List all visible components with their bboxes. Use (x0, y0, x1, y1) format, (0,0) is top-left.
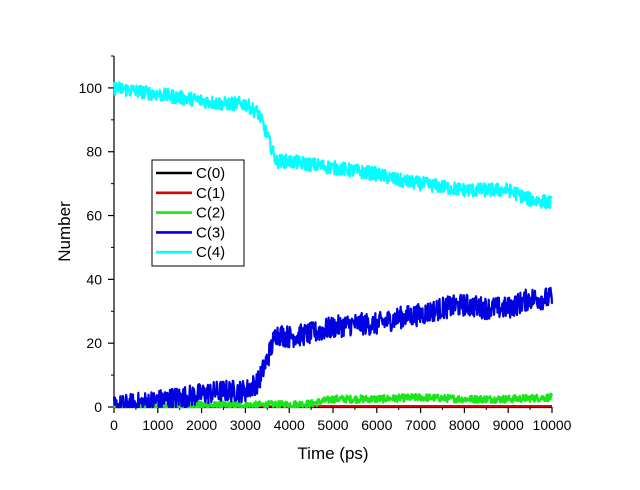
y-tick-label: 100 (79, 80, 103, 96)
series-layer (112, 81, 554, 409)
y-tick-label: 0 (94, 399, 102, 415)
x-tick-label: 4000 (274, 417, 305, 433)
legend-label: C(4) (196, 244, 225, 261)
series-c3-line (112, 286, 554, 409)
x-tick-label: 6000 (361, 417, 392, 433)
x-tick-label: 2000 (186, 417, 217, 433)
legend-label: C(1) (196, 185, 225, 202)
y-tick-label: 80 (86, 144, 102, 160)
x-tick-label: 1000 (142, 417, 173, 433)
x-tick-label: 10000 (533, 417, 572, 433)
x-tick-label: 3000 (230, 417, 261, 433)
y-tick-label: 20 (86, 335, 102, 351)
x-tick-label: 0 (110, 417, 118, 433)
legend-label: C(0) (196, 165, 225, 182)
x-tick-label: 9000 (493, 417, 524, 433)
x-tick-label: 8000 (449, 417, 480, 433)
x-tick-label: 5000 (317, 417, 348, 433)
legend: C(0) C(1) C(2) C(3) C(4) (151, 159, 245, 267)
legend-label: C(3) (196, 224, 225, 241)
legend-label: C(2) (196, 205, 225, 222)
y-axis-title: Number (55, 201, 74, 262)
axes: 0 1000 2000 3000 4000 5000 6000 7000 8000 9000 100… (55, 55, 572, 463)
series-c4-line (113, 81, 553, 210)
y-tick-label: 60 (86, 208, 102, 224)
x-tick-label: 7000 (405, 417, 436, 433)
y-tick-label: 40 (86, 271, 102, 287)
x-axis-title: Time (ps) (297, 444, 368, 463)
